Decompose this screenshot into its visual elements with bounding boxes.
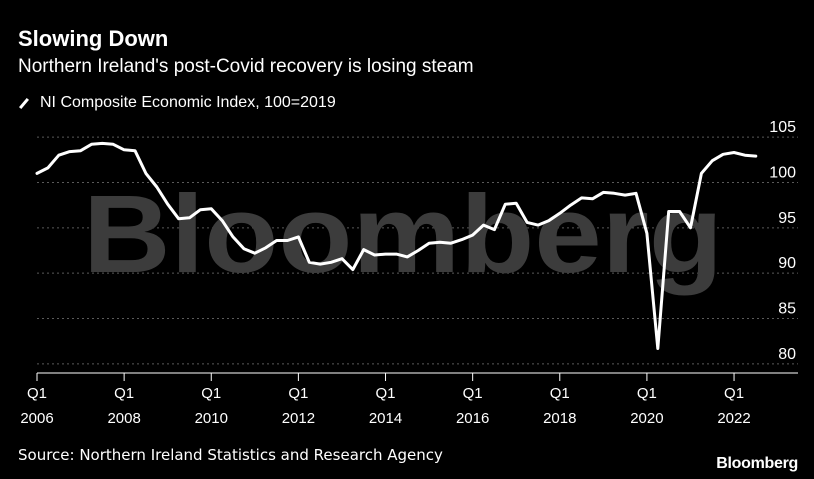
y-tick-label-85: 85 [778,301,796,318]
x-tick-label-year-2006: 2006 [20,410,53,427]
x-tick-label-q-2014: Q1 [376,385,396,402]
x-tick-label-year-2010: 2010 [195,410,228,427]
legend: NI Composite Economic Index, 100=2019 [18,94,336,112]
x-tick-label-q-2018: Q1 [550,385,570,402]
y-axis: 80 85 90 95 100 105 [769,119,796,363]
x-tick-label-q-2020: Q1 [637,385,657,402]
x-axis: Q1 2006 Q1 2008 Q1 2010 Q1 2012 Q1 2014 Q1 2016 Q1 20… [20,372,798,427]
chart-title: Slowing Down [18,26,169,51]
y-tick-label-105: 105 [769,119,796,136]
series-layer [35,141,758,350]
x-tick-label-q-2022: Q1 [724,385,744,402]
bloomberg-logo: Bloomberg [716,455,798,472]
x-tick-label-q-2010: Q1 [201,385,221,402]
y-tick-label-90: 90 [778,255,796,272]
y-tick-label-95: 95 [778,210,796,227]
x-tick-label-year-2022: 2022 [717,410,750,427]
series-line-0 [35,141,758,350]
y-tick-label-100: 100 [769,164,796,181]
x-tick-label-q-2006: Q1 [27,385,47,402]
gridlines [37,136,798,365]
x-tick-label-q-2012: Q1 [288,385,308,402]
x-tick-label-year-2008: 2008 [107,410,140,427]
x-tick-label-year-2018: 2018 [543,410,576,427]
source-note: Source: Northern Ireland Statistics and … [18,446,443,464]
x-tick-label-q-2016: Q1 [463,385,483,402]
y-tick-label-80: 80 [778,346,796,363]
legend-label: NI Composite Economic Index, 100=2019 [40,94,336,111]
x-tick-label-year-2014: 2014 [369,410,402,427]
x-tick-label-q-2008: Q1 [114,385,134,402]
x-tick-label-year-2012: 2012 [282,410,315,427]
bloomberg-watermark: Bloomberg [83,173,723,296]
x-tick-label-year-2020: 2020 [630,410,663,427]
chart-subtitle: Northern Ireland's post-Covid recovery i… [18,56,474,77]
x-tick-label-year-2016: 2016 [456,410,489,427]
